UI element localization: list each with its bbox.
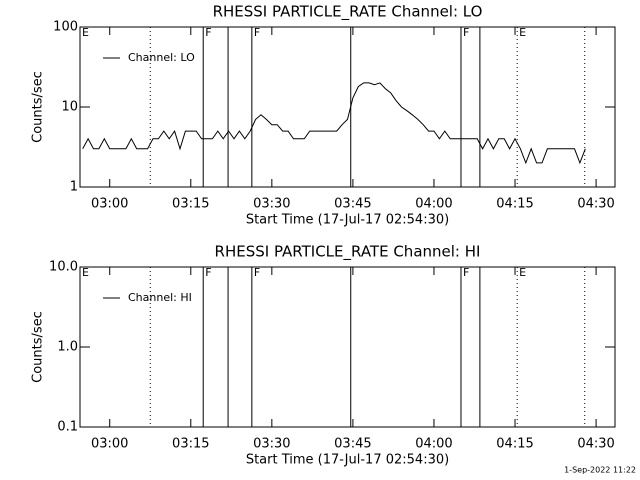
x-axis-label: Start Time (17-Jul-17 02:54:30) — [246, 453, 449, 468]
chart-title: RHESSI PARTICLE_RATE Channel: HI — [215, 243, 481, 262]
annotation: F — [463, 26, 469, 39]
annotation: F — [205, 266, 211, 279]
y-axis-label: Counts/sec — [31, 71, 46, 143]
y-tick-label: 10.0 — [49, 260, 78, 275]
x-tick-label: 04:30 — [577, 197, 614, 212]
annotation: F — [254, 266, 260, 279]
x-tick-label: 03:00 — [91, 437, 128, 452]
x-tick-label: 03:45 — [334, 437, 371, 452]
annotation: E — [82, 266, 89, 279]
x-tick-label: 04:30 — [577, 437, 614, 452]
y-tick-label: 1.0 — [57, 340, 78, 355]
annotation: F — [205, 26, 211, 39]
x-tick-label: 04:00 — [415, 437, 452, 452]
y-tick-label: 10 — [61, 100, 78, 115]
y-tick-label: 0.1 — [57, 420, 78, 435]
annotation: E — [519, 266, 526, 279]
x-axis-label: Start Time (17-Jul-17 02:54:30) — [246, 213, 449, 228]
y-axis-label: Counts/sec — [31, 311, 46, 383]
x-tick-label: 04:00 — [415, 197, 452, 212]
legend-label: Channel: HI — [128, 291, 192, 304]
legend-label: Channel: LO — [128, 51, 195, 64]
annotation: F — [254, 26, 260, 39]
y-tick-label: 100 — [53, 20, 78, 35]
x-tick-label: 03:30 — [253, 437, 290, 452]
x-tick-label: 03:15 — [172, 437, 209, 452]
x-tick-label: 04:15 — [496, 197, 533, 212]
x-tick-label: 03:30 — [253, 197, 290, 212]
y-tick-label: 1 — [70, 180, 78, 195]
x-tick-label: 03:00 — [91, 197, 128, 212]
x-tick-label: 03:45 — [334, 197, 371, 212]
chart-title: RHESSI PARTICLE_RATE Channel: LO — [213, 3, 483, 22]
annotation: E — [519, 26, 526, 39]
footer: 1-Sep-2022 11:22 — [564, 466, 636, 475]
x-tick-label: 04:15 — [496, 437, 533, 452]
x-tick-label: 03:15 — [172, 197, 209, 212]
annotation: F — [463, 266, 469, 279]
annotation: E — [82, 26, 89, 39]
data-line — [82, 82, 586, 165]
